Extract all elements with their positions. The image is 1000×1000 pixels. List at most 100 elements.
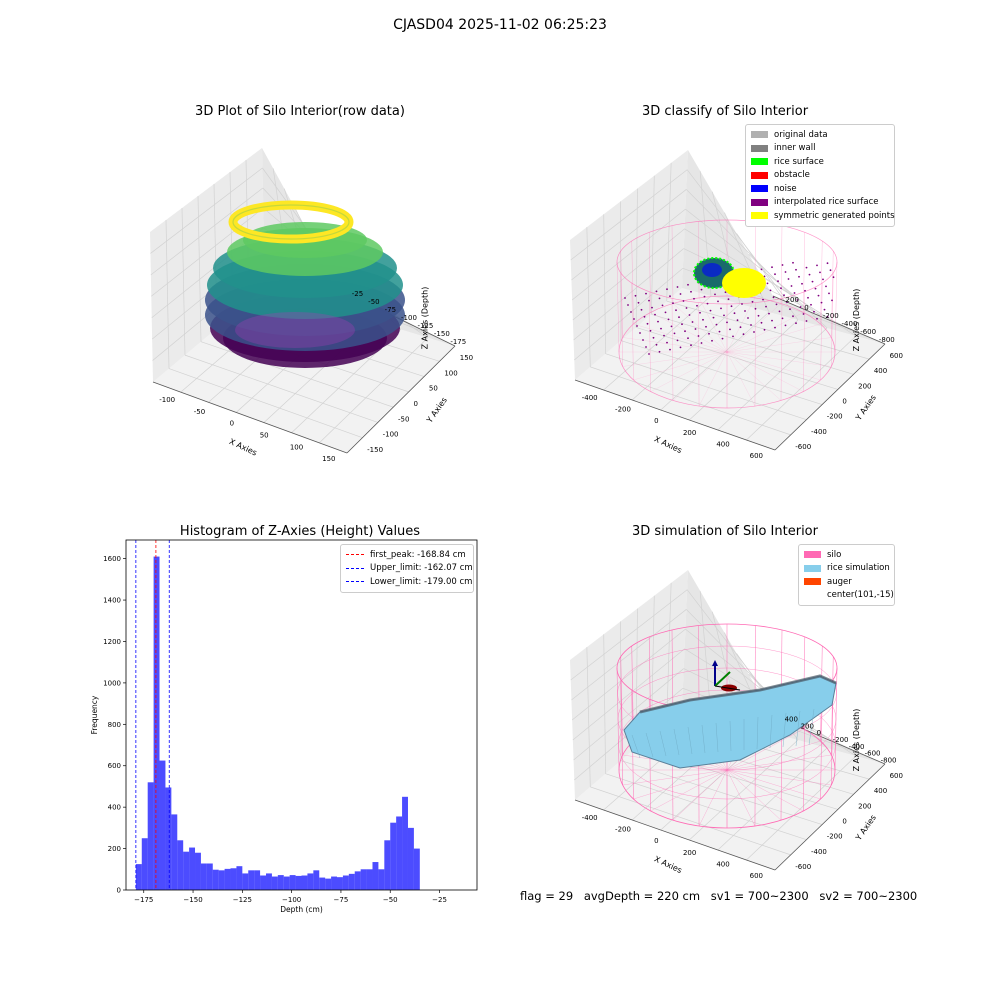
histogram-bar [266, 873, 272, 890]
interpolated-point [762, 298, 764, 301]
x-tick-label: 150 [322, 455, 335, 463]
legend-entry-first-peak: first_peak: -168.84 cm [346, 548, 468, 562]
interpolated-point [768, 312, 770, 315]
grid-line [574, 268, 684, 361]
grid-line [724, 212, 770, 313]
legend-entry-auger: auger [804, 575, 889, 589]
z-tick-label: 400 [785, 715, 798, 723]
legend-entry-silo: silo [804, 548, 889, 562]
x-tick-label: 100 [290, 443, 303, 451]
interpolated-point [676, 339, 679, 342]
interpolated-point [744, 310, 746, 312]
legend-line [346, 567, 364, 569]
legend-line [346, 581, 364, 583]
grid-line [689, 319, 799, 421]
z-tick-label: -800 [879, 336, 895, 344]
z-tick-label: -100 [401, 314, 417, 322]
y-axis-label: Y Axies [853, 813, 878, 843]
flag-text: flag = 29 [520, 889, 574, 903]
legend-entry-lower-limit: Lower_limit: -179.00 cm [346, 575, 472, 589]
legend-label: auger [827, 576, 852, 587]
interpolated-point [757, 314, 760, 317]
histogram-bar [354, 871, 361, 890]
interpolated-point [703, 295, 706, 298]
grid-line [150, 187, 264, 276]
histogram-bar [384, 840, 391, 890]
surface-mesh-line [715, 722, 719, 753]
z-axis-label: Z Axies (Depth) [852, 289, 861, 352]
y-tick-label: -50 [398, 415, 409, 423]
y-tick-label: 0 [117, 887, 121, 895]
silo-floor-wire [698, 297, 728, 353]
histogram-bar [390, 822, 397, 890]
silo-floor-wire [726, 337, 832, 353]
surface-mesh-line [687, 726, 693, 755]
legend-entry-obstacle: obstacle [751, 169, 889, 183]
x-tick-label: 200 [683, 429, 696, 437]
y-tick-label: 600 [890, 772, 903, 780]
interpolated-point [708, 332, 710, 335]
interpolated-point [754, 307, 757, 310]
silo-floor-wire [726, 769, 804, 812]
histogram-bar [325, 878, 332, 890]
x-tick-label: -200 [615, 826, 631, 834]
histogram-bar [295, 875, 302, 890]
grid-line [603, 634, 606, 774]
legend-swatch [804, 551, 821, 559]
legend-label: rice surface [774, 156, 824, 167]
y-axis-line [346, 345, 456, 454]
histogram-bar [271, 876, 278, 890]
legend-swatch [751, 185, 768, 193]
interpolated-point [798, 275, 800, 278]
z-tick-label: -200 [823, 312, 839, 320]
legend-label: Lower_limit: -179.00 cm [370, 576, 473, 587]
z-tick-label: -600 [865, 750, 881, 758]
histogram-legend: first_peak: -168.84 cm Upper_limit: -162… [340, 544, 474, 593]
grid-line [200, 341, 394, 408]
grid-line [603, 295, 712, 391]
interpolated-point [795, 322, 797, 325]
silo-floor-wire [672, 769, 728, 821]
y-tick-label: -400 [811, 848, 827, 856]
interpolated-point [679, 293, 682, 295]
interpolated-point [655, 343, 658, 346]
grid-line [184, 354, 378, 423]
histogram-bar [277, 875, 284, 890]
x-tick-label: 400 [716, 861, 729, 869]
interpolated-point [648, 299, 650, 302]
x-tick-label: 50 [260, 431, 269, 439]
surface-mesh-line [645, 732, 654, 758]
interpolated-point [679, 346, 682, 349]
legend-swatch [804, 592, 821, 599]
grid-line [150, 167, 263, 254]
silo-floor-wire [672, 303, 728, 353]
center-y-arrow [714, 671, 731, 687]
interpolated-point [741, 303, 743, 305]
interpolated-point [789, 308, 791, 311]
silo-wire [631, 240, 634, 325]
y-tick-label: 0 [842, 818, 846, 826]
legend-label: Upper_limit: -162.07 cm [370, 563, 473, 574]
x-axis-label: Depth (cm) [280, 905, 323, 914]
interpolated-point [637, 301, 640, 304]
silo-wire [620, 272, 623, 367]
silo-floor-wire [650, 312, 728, 353]
interpolated-point [639, 332, 641, 334]
grid-line [165, 219, 170, 369]
x-tick-label: 0 [654, 837, 658, 845]
floor-pane [575, 288, 885, 450]
legend-label: symmetric generated points [774, 210, 895, 221]
histogram-bar [177, 840, 184, 890]
x-tick-label: 600 [750, 872, 763, 880]
interpolated-point [700, 342, 703, 344]
x-tick-label: 0 [654, 417, 658, 425]
interpolated-point [811, 280, 814, 283]
silo-floor-wire [633, 323, 728, 353]
histogram-bar [141, 838, 148, 890]
silo-wire [649, 291, 651, 392]
interpolated-point [772, 296, 775, 299]
legend-label: noise [774, 183, 797, 194]
interpolated-point [783, 294, 785, 297]
silo-floor-wire [726, 351, 821, 381]
